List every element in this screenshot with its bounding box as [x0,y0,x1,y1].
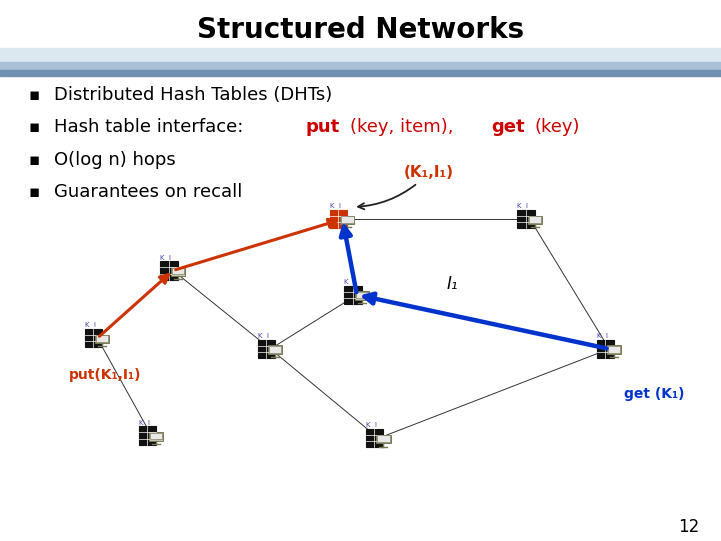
Bar [0,70,721,76]
Text: Structured Networks: Structured Networks [197,16,524,44]
FancyBboxPatch shape [517,210,534,228]
Text: K  I: K I [344,279,355,285]
Text: K  I: K I [84,322,96,328]
FancyBboxPatch shape [528,216,541,223]
FancyBboxPatch shape [340,216,355,225]
FancyBboxPatch shape [138,426,156,445]
Text: O(log n) hops: O(log n) hops [54,150,176,169]
FancyBboxPatch shape [172,268,184,274]
FancyBboxPatch shape [341,216,353,223]
Text: ▪: ▪ [29,183,40,201]
Text: (K₁,I₁): (K₁,I₁) [358,165,454,209]
FancyBboxPatch shape [607,346,622,354]
FancyBboxPatch shape [376,435,391,444]
Bar [0,0,721,49]
FancyBboxPatch shape [96,335,108,342]
Text: put(K₁,I₁): put(K₁,I₁) [68,368,141,382]
Bar [0,48,721,62]
Text: Hash table interface:: Hash table interface: [54,118,249,136]
FancyBboxPatch shape [268,346,283,354]
FancyBboxPatch shape [366,429,383,447]
Text: get (K₁): get (K₁) [624,387,684,401]
Text: Guarantees on recall: Guarantees on recall [54,183,242,201]
Text: K  I: K I [329,203,341,209]
Text: Distributed Hash Tables (DHTs): Distributed Hash Tables (DHTs) [54,85,332,104]
Text: 12: 12 [678,518,699,536]
Text: K  I: K I [366,423,377,428]
FancyBboxPatch shape [329,210,347,228]
FancyBboxPatch shape [608,346,620,353]
Text: (key, item),: (key, item), [350,118,459,136]
FancyBboxPatch shape [355,292,369,300]
FancyBboxPatch shape [171,267,185,276]
FancyBboxPatch shape [84,329,102,347]
Text: K  I: K I [517,203,528,209]
FancyBboxPatch shape [528,216,542,225]
Text: get: get [491,118,525,136]
Text: K  I: K I [138,420,150,426]
Text: ▪: ▪ [29,85,40,104]
FancyBboxPatch shape [377,436,389,442]
Text: (key): (key) [534,118,580,136]
Bar [0,62,721,70]
Text: ▪: ▪ [29,150,40,169]
FancyBboxPatch shape [269,346,281,353]
FancyBboxPatch shape [355,292,368,299]
Text: K  I: K I [596,333,608,339]
FancyBboxPatch shape [160,261,177,280]
FancyBboxPatch shape [95,335,110,344]
FancyBboxPatch shape [257,340,275,358]
Text: K  I: K I [160,255,172,261]
FancyBboxPatch shape [344,286,361,304]
FancyBboxPatch shape [150,433,162,439]
Text: K  I: K I [257,333,269,339]
FancyBboxPatch shape [149,432,164,441]
Text: ▪: ▪ [29,118,40,136]
Text: put: put [306,118,340,136]
Text: I₁: I₁ [447,275,459,293]
FancyBboxPatch shape [596,340,614,358]
